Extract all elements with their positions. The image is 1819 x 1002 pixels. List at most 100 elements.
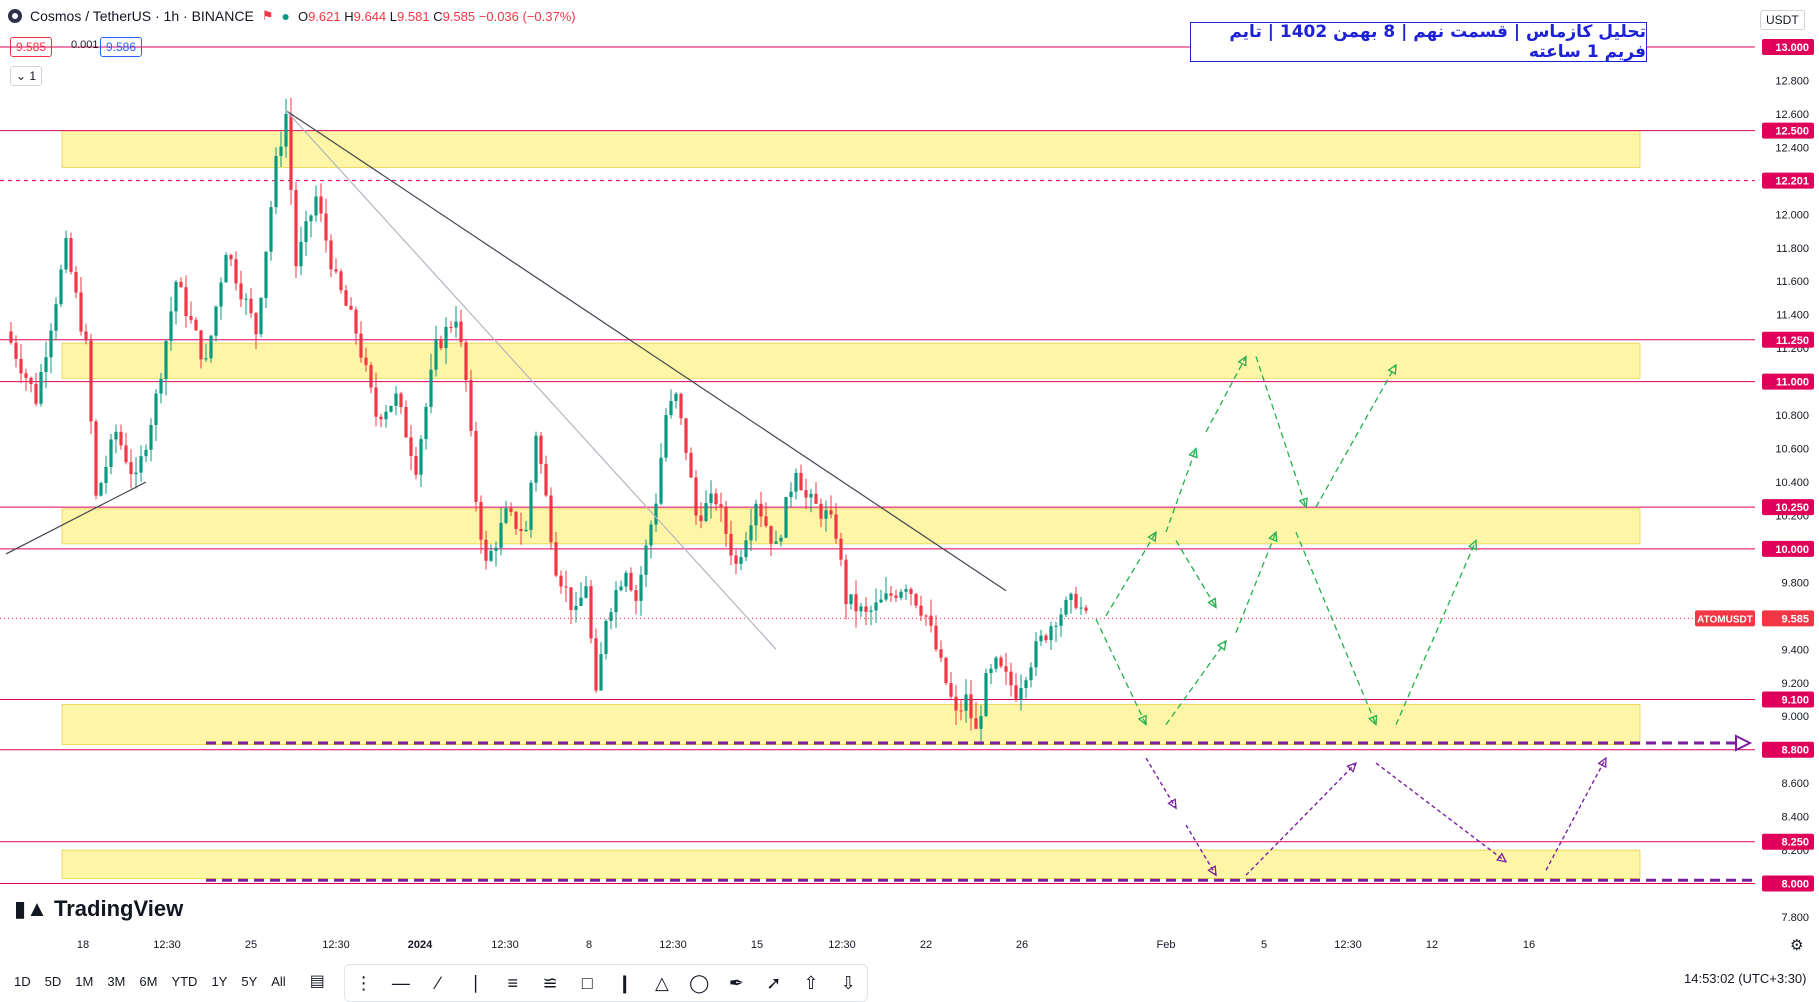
regression-icon[interactable]: ≌ [542, 972, 558, 993]
y-tick-label: 12.000 [1775, 209, 1809, 221]
y-tick-label: 9.400 [1781, 644, 1809, 656]
candle-body [9, 331, 13, 343]
candle-body [489, 550, 493, 561]
green-projection-arrow [1105, 531, 1157, 617]
vertical-line-icon[interactable]: ∣ [470, 972, 480, 993]
candle-body [904, 589, 908, 592]
x-tick-label: 15 [751, 939, 763, 951]
candle-body [244, 298, 248, 300]
candle-body [154, 393, 158, 425]
tf-1m[interactable]: 1M [75, 973, 94, 989]
chevron-down-icon: ⌄ [16, 69, 27, 83]
tf-5d[interactable]: 5D [44, 973, 62, 989]
trend-line [5, 481, 147, 555]
candle-body [899, 591, 903, 598]
arrow-down-icon[interactable]: ⇩ [840, 972, 856, 993]
candle-body [874, 602, 878, 611]
arrow-icon[interactable]: ➚ [766, 972, 782, 993]
market-status-icon: ● [281, 8, 290, 24]
level-price-label: 11.000 [1776, 377, 1809, 389]
candle-body [339, 271, 343, 291]
x-tick-label: 12:30 [828, 939, 856, 951]
chart-settings-icon[interactable]: ⚙ [1790, 937, 1804, 954]
flag-icon[interactable]: ⚑ [261, 8, 274, 23]
candle-body [714, 493, 718, 505]
ask-price[interactable]: 9.586 [100, 37, 143, 57]
candle-body [124, 445, 128, 463]
candle-body [1044, 635, 1048, 641]
drawing-toolbar: ⋮ — ∕ ∣ ≡ ≌ □ ❙ △ ◯ ✒ ➚ ⇧ ⇩ [344, 964, 868, 1002]
candle-body [414, 456, 418, 475]
candle-body [829, 510, 833, 515]
candle-body [884, 593, 888, 600]
trend-line [285, 110, 1007, 592]
tf-1d[interactable]: 1D [14, 973, 31, 989]
candle-body [59, 269, 63, 305]
triangle-icon[interactable]: △ [654, 972, 669, 993]
candle-body [784, 497, 788, 538]
candle-body [659, 457, 663, 504]
candle-body [159, 378, 163, 394]
green-projection-arrow [1235, 531, 1277, 633]
clock[interactable]: 14:53:02 (UTC+3:30) [1684, 971, 1807, 986]
interval-toggle[interactable]: ⌄ 1 [10, 66, 43, 86]
arrow-up-icon[interactable]: ⇧ [803, 972, 819, 993]
candle-body [294, 190, 298, 267]
candle-body [279, 146, 283, 156]
candle-body [779, 537, 783, 542]
y-tick-label: 9.800 [1781, 577, 1809, 589]
candle-body [329, 240, 333, 270]
rectangle-icon[interactable]: □ [581, 972, 593, 993]
currency-selector[interactable]: USDT [1760, 10, 1805, 30]
tf-all[interactable]: All [271, 973, 286, 989]
level-price-label: 8.800 [1781, 745, 1809, 757]
candle-body [229, 255, 233, 260]
candle-body [64, 238, 68, 270]
candle-body [399, 393, 403, 408]
horizontal-ray-icon[interactable]: — [391, 972, 410, 993]
candle-body [94, 421, 98, 496]
candle-body [614, 590, 618, 613]
tf-6m[interactable]: 6M [139, 973, 158, 989]
candle-body [559, 575, 563, 587]
candle-body [139, 456, 143, 473]
candle-body [674, 393, 678, 402]
bars-pattern-icon[interactable]: ❙ [617, 972, 633, 993]
candle-body [369, 365, 373, 388]
tf-3m[interactable]: 3M [107, 973, 126, 989]
y-tick-label: 9.200 [1781, 678, 1809, 690]
symbol-title[interactable]: Cosmos / TetherUS · 1h · BINANCE [30, 8, 254, 24]
candle-body [944, 657, 948, 684]
candle-body [1074, 593, 1078, 608]
candle-body [554, 542, 558, 576]
date-range-icon[interactable]: ▤ [309, 973, 325, 990]
sr-zone [61, 849, 1641, 879]
tf-ytd[interactable]: YTD [171, 973, 198, 989]
x-tick-label: 25 [245, 939, 257, 951]
candle-body [689, 452, 693, 478]
candle-body [1034, 641, 1038, 668]
candle-body [974, 718, 978, 729]
level-price-label: 10.000 [1775, 544, 1809, 556]
green-projection-arrow-head [1467, 539, 1478, 551]
drag-handle-icon[interactable]: ⋮ [354, 972, 373, 993]
tf-5y[interactable]: 5Y [241, 973, 258, 989]
candle-body [989, 668, 993, 674]
candle-body [544, 463, 548, 496]
brush-icon[interactable]: ✒ [728, 972, 744, 993]
candle-body [504, 508, 508, 523]
parallel-channel-icon[interactable]: ≡ [507, 972, 519, 993]
cosmos-logo-icon [8, 9, 22, 23]
tf-1y[interactable]: 1Y [211, 973, 228, 989]
candle-body [239, 283, 243, 300]
trend-line-icon[interactable]: ∕ [436, 972, 440, 993]
candle-body [494, 547, 498, 551]
candle-body [454, 321, 458, 328]
bid-price[interactable]: 9.585 [10, 37, 53, 57]
candle-body [609, 612, 613, 621]
purple-projection-arrow-head [1597, 756, 1607, 769]
candle-body [924, 615, 928, 617]
circle-icon[interactable]: ◯ [689, 972, 710, 993]
green-projection-arrow-head [1298, 497, 1308, 509]
